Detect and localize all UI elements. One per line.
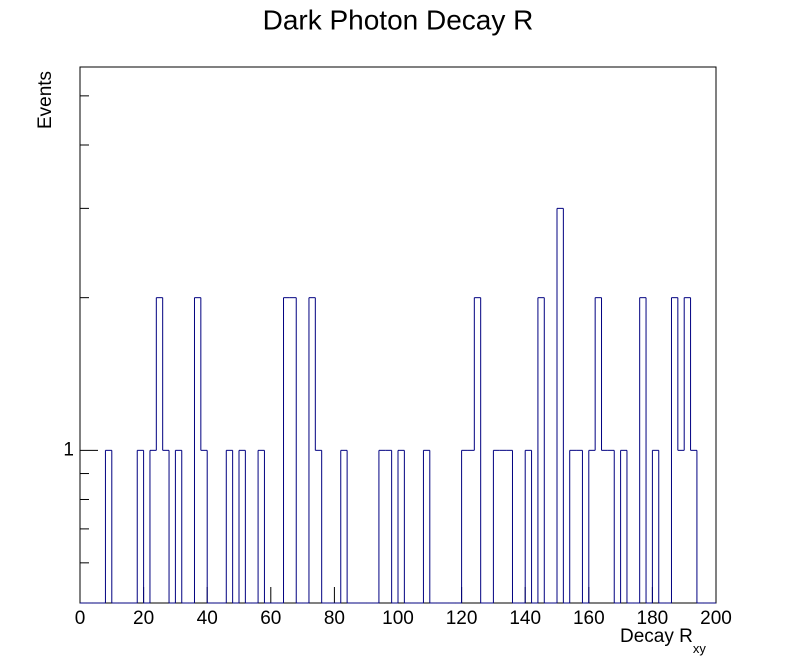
x-tick-label: 80 bbox=[324, 608, 345, 629]
x-tick-label: 40 bbox=[197, 608, 218, 629]
x-axis-label: Decay Rxy bbox=[620, 626, 706, 656]
x-axis-label-sub: xy bbox=[693, 641, 707, 656]
x-tick-label: 100 bbox=[382, 608, 414, 629]
x-tick-label: 120 bbox=[446, 608, 478, 629]
x-tick-label: 0 bbox=[75, 608, 86, 629]
y-tick-label: 1 bbox=[63, 439, 74, 460]
x-tick-label: 180 bbox=[637, 608, 669, 629]
x-tick-label: 160 bbox=[573, 608, 605, 629]
x-axis-label-main: Decay R bbox=[620, 626, 693, 647]
chart-title: Dark Photon Decay R bbox=[263, 4, 534, 35]
x-tick-label: 200 bbox=[700, 608, 732, 629]
x-tick-label: 60 bbox=[260, 608, 281, 629]
y-axis-label: Events bbox=[35, 71, 56, 129]
x-tick-label: 140 bbox=[509, 608, 541, 629]
x-tick-label: 20 bbox=[133, 608, 154, 629]
